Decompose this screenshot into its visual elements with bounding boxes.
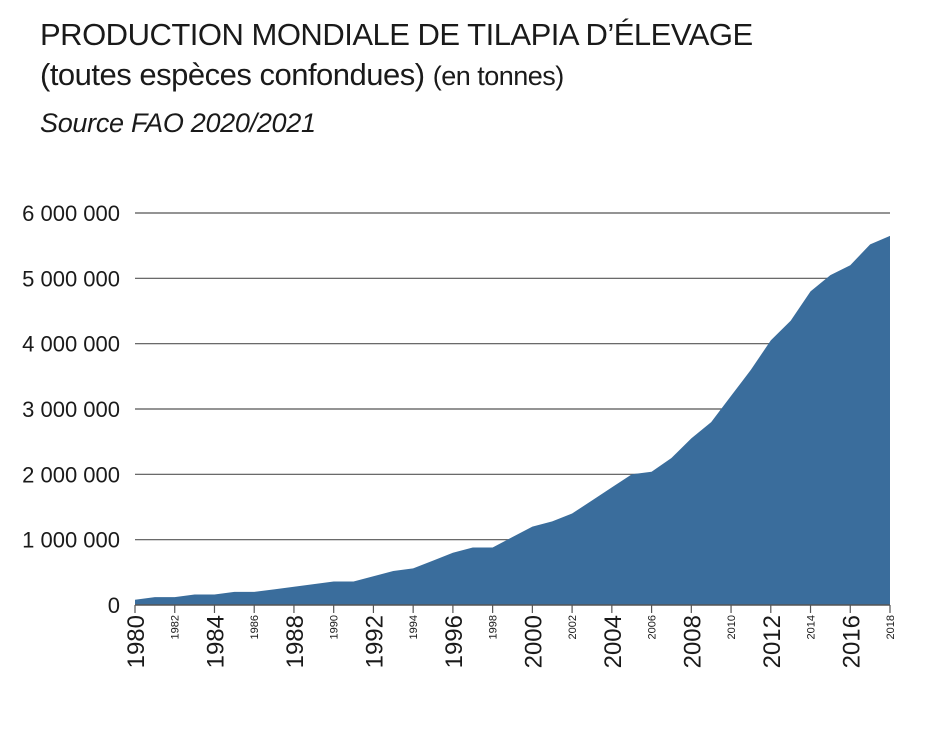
x-tick-label: 2004 [600,615,627,668]
x-tick-label: 1990 [329,615,341,639]
production-area [135,235,890,605]
x-tick-label: 2000 [520,615,547,668]
y-tick-label: 4 000 000 [22,332,120,357]
y-tick-label: 1 000 000 [22,528,120,553]
y-tick-label: 6 000 000 [22,201,120,226]
y-tick-label: 5 000 000 [22,266,120,291]
x-tick-label: 1992 [361,615,388,668]
x-tick-label: 1982 [170,615,182,639]
x-tick-label: 1998 [488,615,500,639]
y-axis: 0 1 000 000 2 000 000 3 000 000 4 000 000 5 0… [22,201,120,618]
x-tick-label: 1980 [123,615,150,668]
x-tick-label: 2012 [759,615,786,668]
x-tick-label: 2002 [567,615,579,639]
x-tick-label: 2018 [885,615,897,639]
x-tick-label: 2006 [647,615,659,639]
chart-title: PRODUCTION MONDIALE DE TILAPIA D’ÉLEVAGE [40,17,753,52]
y-tick-label: 3 000 000 [22,397,120,422]
chart-subtitle: (toutes espèces confondues) [40,57,425,92]
y-tick-label: 0 [108,593,120,618]
x-tick-label: 2010 [726,615,738,639]
chart-subtitle-line: (toutes espèces confondues) (en tonnes) [40,56,564,95]
x-tick-label: 2014 [806,615,818,639]
x-tick-label: 1994 [408,615,420,639]
x-tick-label: 1984 [202,615,229,668]
x-axis: 1980 1982 1984 1986 1988 1990 1992 1994 1996 1998… [123,604,897,668]
x-tick-label: 2016 [838,615,865,668]
chart-unit: (en tonnes) [432,61,565,91]
x-tick-label: 1986 [249,615,261,639]
chart-source: Source FAO 2020/2021 [40,108,316,138]
x-tick-label: 1996 [441,615,468,668]
y-tick-label: 2 000 000 [22,462,120,487]
x-tick-label: 1988 [282,615,309,668]
x-tick-label: 2008 [679,615,706,668]
